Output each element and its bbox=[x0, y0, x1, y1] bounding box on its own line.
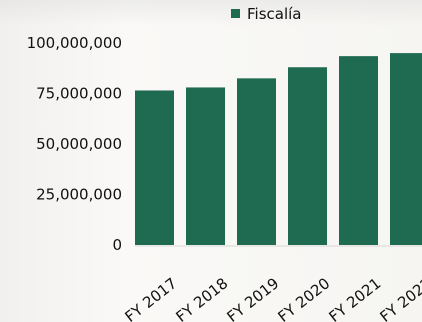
x-tick-label: FY 2017 bbox=[121, 274, 180, 322]
legend-swatch bbox=[231, 9, 240, 18]
x-tick-label: FY 2018 bbox=[172, 274, 231, 322]
bar bbox=[390, 53, 422, 245]
x-tick-label: FY 2021 bbox=[325, 274, 384, 322]
legend: Fiscalía bbox=[231, 5, 302, 23]
y-tick-label: 0 bbox=[112, 236, 122, 254]
bar bbox=[186, 87, 225, 245]
y-tick-label: 50,000,000 bbox=[36, 135, 122, 153]
y-tick-label: 100,000,000 bbox=[27, 34, 122, 52]
bar bbox=[237, 78, 276, 245]
bar bbox=[339, 56, 378, 245]
y-tick-label: 75,000,000 bbox=[36, 85, 122, 103]
bar bbox=[135, 90, 174, 245]
x-tick-label: FY 2022 bbox=[376, 274, 422, 322]
y-tick-label: 25,000,000 bbox=[36, 186, 122, 204]
x-tick-label: FY 2020 bbox=[274, 274, 333, 322]
x-tick-label: FY 2019 bbox=[223, 274, 282, 322]
legend-label: Fiscalía bbox=[247, 5, 302, 23]
bar bbox=[288, 67, 327, 246]
